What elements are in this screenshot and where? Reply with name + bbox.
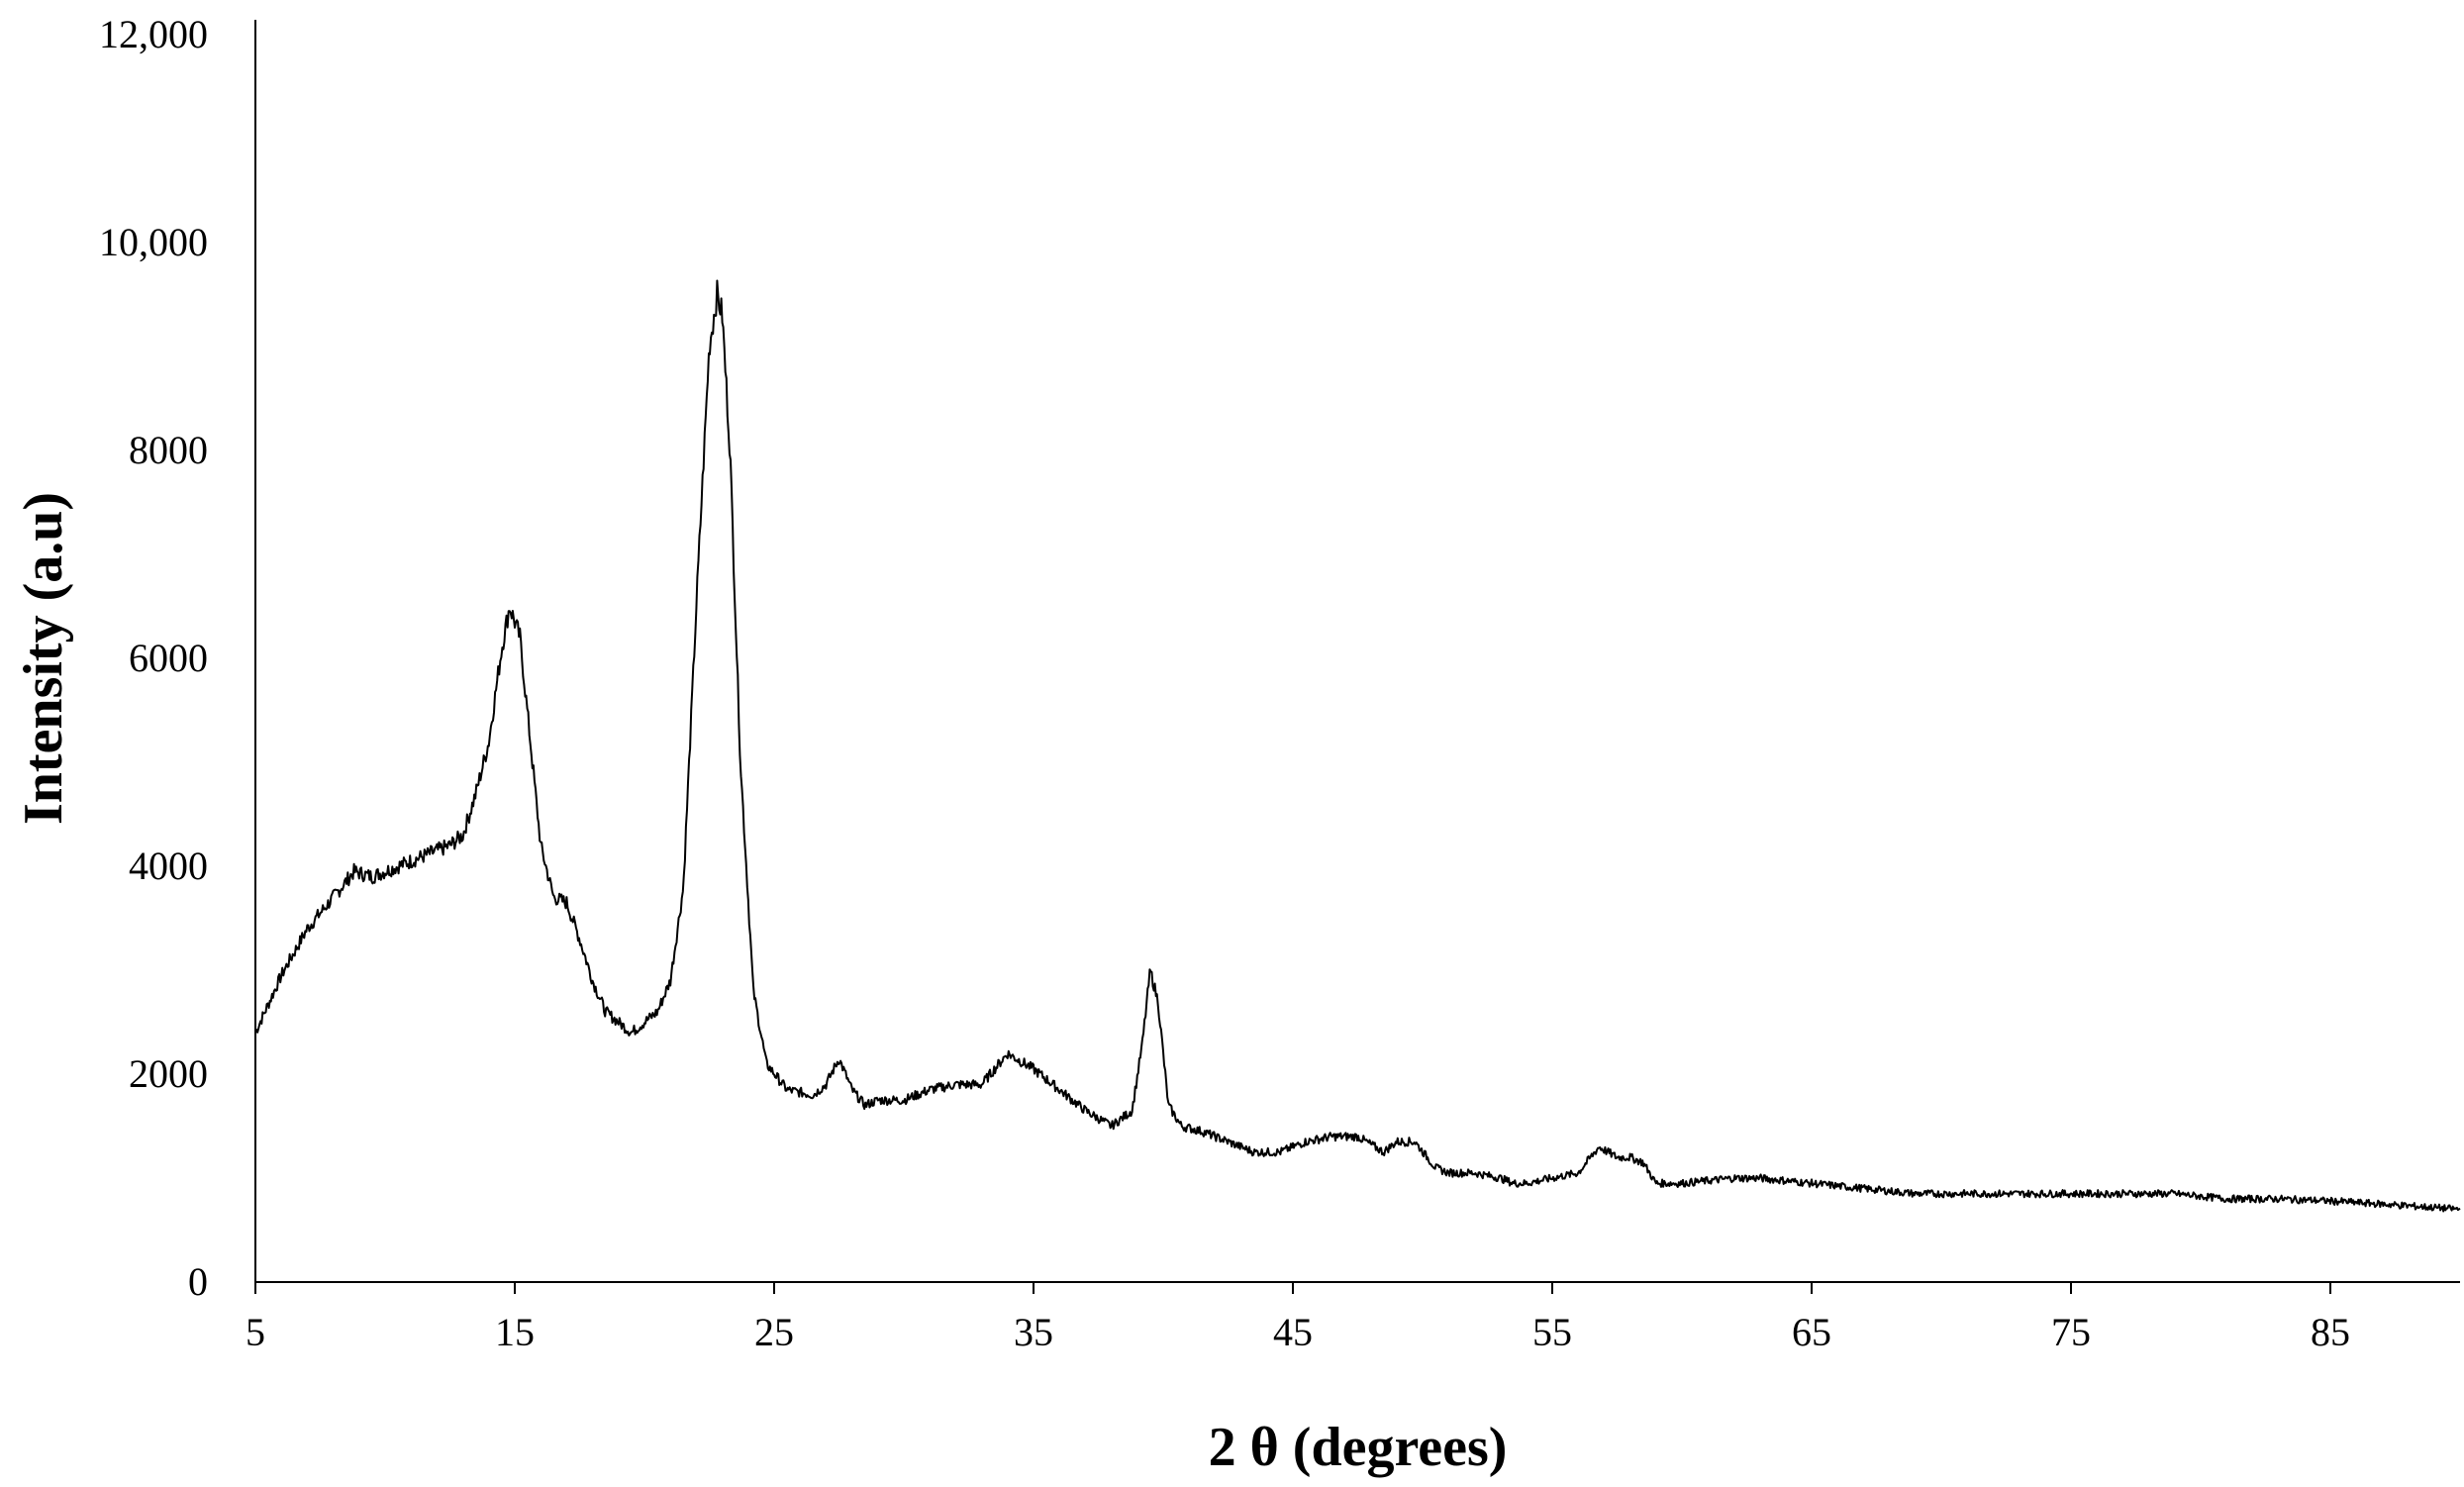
x-tick-label: 55 <box>1532 1310 1572 1354</box>
y-tick-label: 8000 <box>129 428 208 472</box>
y-tick-label: 2000 <box>129 1051 208 1096</box>
x-tick-label: 75 <box>2051 1310 2091 1354</box>
diffraction-pattern-line <box>254 279 2461 1213</box>
x-tick-label: 65 <box>1792 1310 1831 1354</box>
y-axis-title: Intensity (a.u) <box>13 492 74 825</box>
x-tick-label: 25 <box>754 1310 794 1354</box>
x-tick-label: 15 <box>495 1310 535 1354</box>
y-tick-label: 4000 <box>129 843 208 888</box>
x-tick-label: 85 <box>2311 1310 2350 1354</box>
x-tick-label: 35 <box>1014 1310 1053 1354</box>
x-tick-label: 5 <box>246 1310 265 1354</box>
axes <box>254 20 2460 1283</box>
y-axis-ticks: 0 2000 4000 6000 8000 10,000 12,000 <box>99 12 208 1304</box>
x-tick-label: 45 <box>1273 1310 1313 1354</box>
x-axis-ticks: 5 15 25 35 45 55 65 75 85 <box>246 1282 2350 1354</box>
y-tick-label: 6000 <box>129 636 208 680</box>
y-tick-label: 12,000 <box>99 12 208 56</box>
x-axis-title: 2 θ (degrees) <box>1209 1417 1508 1478</box>
y-tick-label: 10,000 <box>99 220 208 264</box>
y-tick-label: 0 <box>188 1259 208 1304</box>
